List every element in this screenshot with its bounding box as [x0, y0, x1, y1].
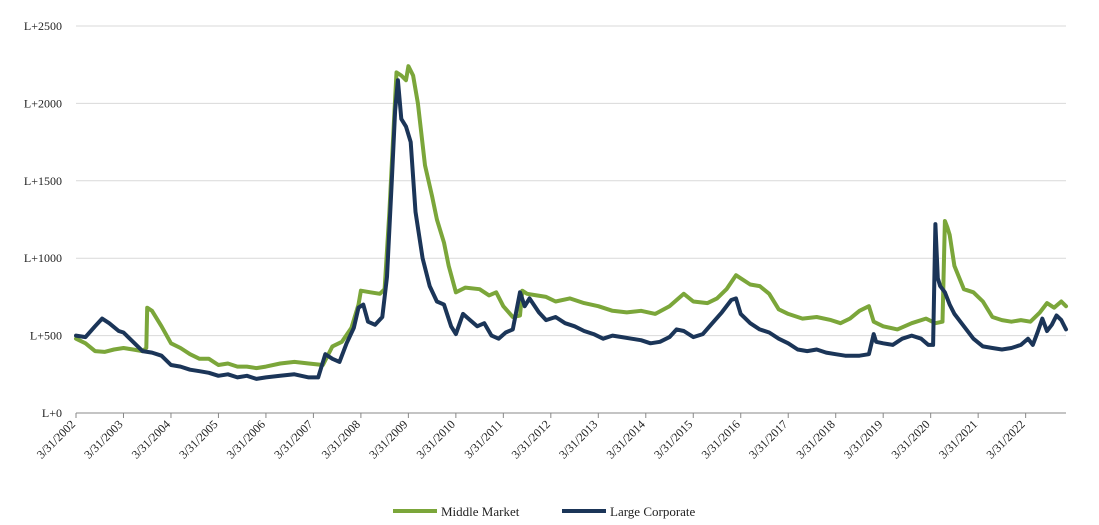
x-tick-label: 3/31/2010 — [414, 417, 458, 461]
x-tick-label: 3/31/2014 — [604, 417, 648, 461]
y-tick-label: L+500 — [30, 329, 62, 343]
x-tick-label: 3/31/2011 — [461, 417, 505, 461]
x-tick-label: 3/31/2015 — [651, 417, 695, 461]
y-axis-ticks: L+0 L+500 L+1000 L+1500 L+2000 L+2500 — [24, 19, 62, 420]
series-line-middle-market — [74, 64, 1068, 371]
x-tick-label: 3/31/2002 — [34, 417, 78, 461]
series-line-large-corporate — [74, 78, 1068, 381]
x-tick-label: 3/31/2020 — [888, 417, 932, 461]
x-tick-label: 3/31/2021 — [936, 417, 980, 461]
series-layer — [74, 64, 1068, 381]
legend-label: Middle Market — [441, 504, 520, 519]
x-tick-label: 3/31/2012 — [509, 417, 553, 461]
y-tick-label: L+1000 — [24, 251, 62, 265]
x-tick-label: 3/31/2013 — [556, 417, 600, 461]
y-tick-label: L+2000 — [24, 96, 62, 110]
y-tick-label: L+0 — [42, 406, 62, 420]
x-tick-label: 3/31/2019 — [841, 417, 885, 461]
x-tick-label: 3/31/2017 — [746, 417, 790, 461]
y-tick-label: L+2500 — [24, 19, 62, 33]
legend-label: Large Corporate — [610, 504, 696, 519]
legend: Middle Market Large Corporate — [393, 504, 696, 519]
x-tick-label: 3/31/2018 — [794, 417, 838, 461]
x-tick-label: 3/31/2007 — [271, 417, 315, 461]
x-tick-label: 3/31/2005 — [176, 417, 220, 461]
x-tick-label: 3/31/2003 — [81, 417, 125, 461]
x-tick-label: 3/31/2022 — [983, 417, 1027, 461]
gridlines — [76, 25, 1066, 337]
x-axis-ticks: 3/31/2002 3/31/2003 3/31/2004 3/31/2005 3/31… — [34, 413, 1028, 462]
x-tick-label: 3/31/2006 — [224, 417, 268, 461]
x-tick-label: 3/31/2016 — [699, 417, 743, 461]
x-tick-label: 3/31/2004 — [129, 417, 173, 461]
x-tick-label: 3/31/2009 — [366, 417, 410, 461]
x-tick-label: 3/31/2008 — [319, 417, 363, 461]
y-tick-label: L+1500 — [24, 174, 62, 188]
